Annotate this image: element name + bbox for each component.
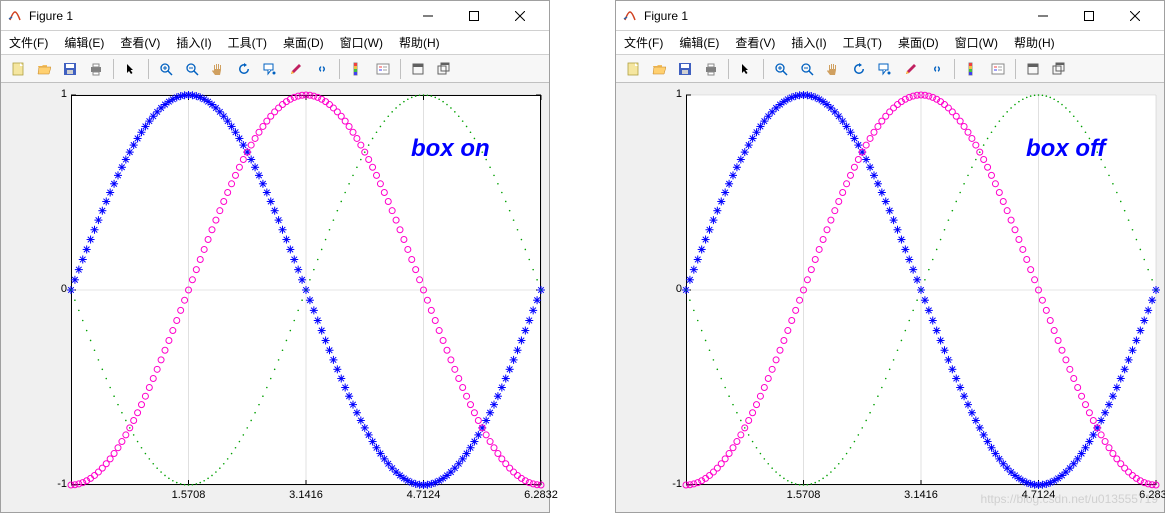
- minimize-button[interactable]: [1020, 1, 1066, 31]
- xtick-label: 3.1416: [286, 489, 326, 501]
- menu-item[interactable]: 插入(I): [787, 32, 830, 53]
- xtick-label: 1.5708: [784, 489, 824, 501]
- link-button[interactable]: [925, 57, 949, 81]
- print-button[interactable]: [699, 57, 723, 81]
- window-title: Figure 1: [29, 9, 73, 23]
- ytick-label: 0: [43, 283, 67, 295]
- open-button[interactable]: [32, 57, 56, 81]
- undock-button[interactable]: [1047, 57, 1071, 81]
- zoom-in-button[interactable]: [769, 57, 793, 81]
- minimize-button[interactable]: [405, 1, 451, 31]
- annotation-text: box off: [1026, 135, 1164, 163]
- colorbar-button[interactable]: [960, 57, 984, 81]
- open-button[interactable]: [647, 57, 671, 81]
- menu-item[interactable]: 窗口(W): [951, 32, 1002, 53]
- maximize-button[interactable]: [1066, 1, 1112, 31]
- window-title: Figure 1: [644, 9, 688, 23]
- zoom-out-button[interactable]: [795, 57, 819, 81]
- zoom-in-button[interactable]: [154, 57, 178, 81]
- menu-item[interactable]: 查看(V): [731, 32, 779, 53]
- save-button[interactable]: [673, 57, 697, 81]
- menu-item[interactable]: 帮助(H): [1010, 32, 1059, 53]
- datatip-button[interactable]: [258, 57, 282, 81]
- pan-button[interactable]: [206, 57, 230, 81]
- ytick-label: -1: [658, 478, 682, 490]
- annotation-text: box on: [411, 135, 549, 163]
- toolbar: [616, 55, 1164, 83]
- xtick-label: 3.1416: [901, 489, 941, 501]
- menu-item[interactable]: 文件(F): [620, 32, 667, 53]
- rotate-button[interactable]: [847, 57, 871, 81]
- xtick-label: 4.7124: [1019, 489, 1059, 501]
- save-button[interactable]: [58, 57, 82, 81]
- new-button[interactable]: [621, 57, 645, 81]
- menu-item[interactable]: 窗口(W): [336, 32, 387, 53]
- xtick-label: 4.7124: [404, 489, 444, 501]
- brush-button[interactable]: [284, 57, 308, 81]
- menu-item[interactable]: 桌面(D): [894, 32, 943, 53]
- menu-item[interactable]: 查看(V): [116, 32, 164, 53]
- ytick-label: -1: [43, 478, 67, 490]
- ytick-label: 1: [43, 88, 67, 100]
- zoom-out-button[interactable]: [180, 57, 204, 81]
- colorbar-button[interactable]: [345, 57, 369, 81]
- arrow-button[interactable]: [119, 57, 143, 81]
- ytick-label: 1: [658, 88, 682, 100]
- xtick-label: 6.2832: [521, 489, 561, 501]
- toolbar: [1, 55, 549, 83]
- menu-item[interactable]: 文件(F): [5, 32, 52, 53]
- matlab-icon: [7, 8, 23, 24]
- maximize-button[interactable]: [451, 1, 497, 31]
- menu-item[interactable]: 插入(I): [172, 32, 215, 53]
- menu-item[interactable]: 编辑(E): [60, 32, 108, 53]
- datatip-button[interactable]: [873, 57, 897, 81]
- rotate-button[interactable]: [232, 57, 256, 81]
- new-button[interactable]: [6, 57, 30, 81]
- ytick-label: 0: [658, 283, 682, 295]
- menu-item[interactable]: 帮助(H): [395, 32, 444, 53]
- legend-button[interactable]: [371, 57, 395, 81]
- undock-button[interactable]: [432, 57, 456, 81]
- menu-item[interactable]: 编辑(E): [675, 32, 723, 53]
- menu-item[interactable]: 工具(T): [839, 32, 886, 53]
- close-button[interactable]: [1112, 1, 1158, 31]
- print-button[interactable]: [84, 57, 108, 81]
- xtick-label: 1.5708: [169, 489, 209, 501]
- dock-button[interactable]: [406, 57, 430, 81]
- menubar: 文件(F) 编辑(E) 查看(V) 插入(I) 工具(T) 桌面(D) 窗口(W) 帮助(H): [616, 31, 1164, 55]
- plot-area: 1.57083.14164.71246.2832-101box on: [1, 83, 549, 512]
- menu-item[interactable]: 桌面(D): [279, 32, 328, 53]
- legend-button[interactable]: [986, 57, 1010, 81]
- dock-button[interactable]: [1021, 57, 1045, 81]
- link-button[interactable]: [310, 57, 334, 81]
- close-button[interactable]: [497, 1, 543, 31]
- arrow-button[interactable]: [734, 57, 758, 81]
- menubar: 文件(F) 编辑(E) 查看(V) 插入(I) 工具(T) 桌面(D) 窗口(W) 帮助(H): [1, 31, 549, 55]
- xtick-label: 6.2832: [1136, 489, 1165, 501]
- plot-area: 1.5708 3.1416 4.7124 6.2832 -1 0 1 box off: [616, 83, 1164, 512]
- matlab-icon: [622, 8, 638, 24]
- menu-item[interactable]: 工具(T): [224, 32, 271, 53]
- pan-button[interactable]: [821, 57, 845, 81]
- brush-button[interactable]: [899, 57, 923, 81]
